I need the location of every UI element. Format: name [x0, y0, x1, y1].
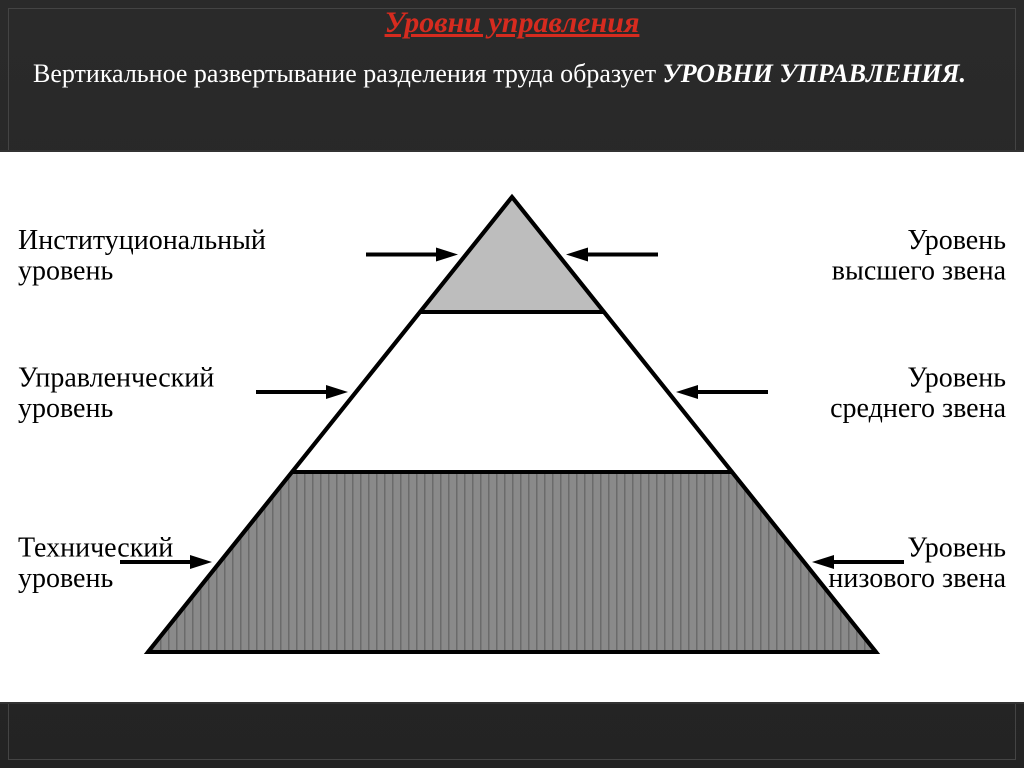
arrow-right-middle-head — [676, 385, 698, 399]
arrow-right-top-head — [566, 248, 588, 262]
pyramid-diagram: Институциональныйуровень Уровеньвысшего з… — [0, 150, 1024, 704]
subtitle-plain: Вертикальное развертывание разделения тр… — [33, 59, 663, 88]
pyramid-svg: Институциональныйуровень Уровеньвысшего з… — [0, 152, 1024, 702]
label-left-middle: Управленческийуровень — [18, 362, 214, 424]
arrow-left-top-head — [436, 248, 458, 262]
label-right-top: Уровеньвысшего звена — [832, 225, 1007, 287]
label-right-middle: Уровеньсреднего звена — [830, 362, 1006, 424]
pyramid-layer-bottom — [148, 472, 876, 652]
label-left-bottom: Техническийуровень — [18, 532, 173, 594]
slide: Уровни управления Вертикальное развертыв… — [0, 0, 1024, 768]
slide-title: Уровни управления — [0, 6, 1024, 40]
slide-subtitle: Вертикальное развертывание разделения тр… — [20, 58, 1004, 91]
arrow-left-middle-head — [326, 385, 348, 399]
arrow-left-bottom-head — [190, 555, 212, 569]
label-right-bottom: Уровеньнизового звена — [828, 532, 1006, 594]
subtitle-em: УРОВНИ УПРАВЛЕНИЯ. — [663, 59, 966, 88]
label-left-top: Институциональныйуровень — [18, 225, 266, 287]
